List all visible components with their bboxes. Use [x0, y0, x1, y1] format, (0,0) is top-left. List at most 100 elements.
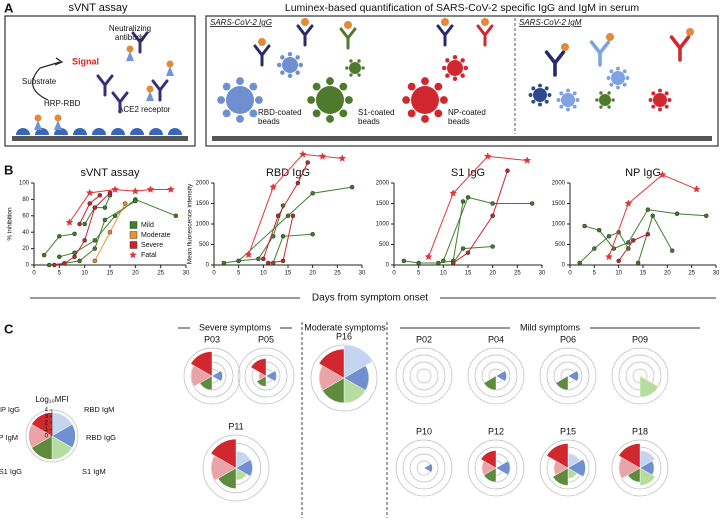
bead-spike — [566, 107, 570, 112]
ring — [474, 354, 518, 398]
x-tick-label: 20 — [132, 271, 139, 277]
series-line — [238, 186, 353, 262]
bead-spike — [339, 82, 348, 91]
bead-spike — [344, 96, 353, 104]
point — [52, 262, 57, 268]
point — [631, 238, 636, 243]
y-axis-label: % inhibition — [7, 207, 14, 241]
x-tick-label: 25 — [334, 271, 341, 277]
receptor — [16, 128, 30, 135]
antibody — [339, 27, 357, 50]
ring — [237, 347, 295, 405]
x-tick-label: 30 — [359, 271, 366, 277]
receptor — [168, 128, 182, 135]
bead-spike — [460, 73, 465, 78]
key-title: Log₁₀MFI — [35, 395, 68, 404]
receptor — [149, 128, 163, 135]
point — [436, 260, 441, 266]
x-tick-label: 15 — [107, 271, 114, 277]
legend-marker — [129, 251, 137, 259]
key-axis-label: S1 IgM — [82, 467, 106, 476]
legend-label: Severe — [141, 242, 163, 249]
bead — [411, 86, 439, 114]
series-line — [79, 194, 101, 225]
bead-spike — [556, 98, 561, 102]
key-axis-label: NP IgG — [0, 405, 20, 414]
key-tick-label: 1 — [45, 427, 49, 433]
point — [65, 218, 74, 226]
rose-sector — [552, 467, 569, 486]
rose-sector — [483, 375, 497, 391]
point — [285, 213, 291, 219]
bead-spike — [357, 59, 361, 63]
patient-label: P02 — [416, 334, 432, 344]
point — [305, 160, 310, 165]
series-line — [452, 246, 493, 264]
y-tick-label: 2000 — [552, 181, 566, 187]
bead-spike — [460, 58, 465, 63]
series-line — [584, 209, 707, 250]
series-line — [223, 205, 284, 264]
rose-sector — [567, 370, 579, 382]
series-line — [452, 170, 508, 264]
bead-spike — [616, 66, 620, 71]
point — [221, 260, 227, 266]
point — [592, 246, 597, 251]
substrate-label: Substrate — [22, 77, 57, 86]
bead-spike — [651, 104, 656, 109]
bead — [282, 57, 298, 73]
group-label: Mild symptoms — [520, 322, 581, 332]
bead-spike — [280, 55, 285, 60]
bead-spike — [407, 82, 416, 91]
bead-spike — [326, 114, 334, 123]
bead-spike — [421, 114, 429, 123]
y-tick-label: 1000 — [552, 222, 566, 228]
point — [269, 182, 278, 191]
bead-spike — [236, 77, 244, 86]
bead-spike — [664, 91, 669, 96]
point — [349, 184, 355, 190]
ring — [395, 439, 453, 497]
x-tick-label: 5 — [417, 271, 421, 277]
point — [674, 211, 680, 216]
bead — [316, 86, 344, 114]
legend-marker — [129, 241, 138, 249]
bead-spike — [280, 70, 285, 75]
hrp — [126, 45, 134, 53]
rose-sector — [495, 370, 507, 382]
ring — [416, 368, 432, 384]
legend-marker — [129, 221, 138, 229]
y-tick-label: 0 — [386, 263, 390, 269]
bead-spike — [531, 86, 536, 91]
rose-sector — [250, 358, 267, 377]
bead-spike — [222, 82, 231, 91]
antibody — [253, 44, 271, 67]
bead-label: S1-coated beads — [358, 108, 395, 126]
ring — [467, 347, 525, 405]
bead — [611, 71, 625, 85]
ring — [611, 347, 669, 405]
neutralizing-label: Neutralizing antibody — [108, 24, 152, 42]
pe — [561, 43, 569, 51]
point — [624, 199, 633, 207]
key-tick-label: 3 — [45, 414, 49, 420]
y-tick-label: 0 — [562, 263, 566, 269]
pe — [441, 18, 449, 26]
series-line — [637, 214, 673, 264]
series-line — [84, 195, 111, 225]
ring — [402, 446, 446, 490]
rbd — [34, 120, 42, 130]
key-axis-label: RBD IgM — [84, 405, 114, 414]
ring — [611, 439, 669, 497]
bead-spike — [611, 98, 615, 102]
bead-spike — [217, 96, 226, 104]
point — [529, 201, 535, 206]
point — [82, 238, 87, 243]
ring — [244, 354, 288, 398]
bead-spike — [439, 96, 448, 104]
key-tick-label: 0 — [45, 434, 49, 440]
bead-label: RBD-coated beads — [258, 108, 302, 126]
point — [416, 260, 421, 266]
panel-label: A — [4, 0, 14, 15]
bead — [653, 93, 667, 107]
